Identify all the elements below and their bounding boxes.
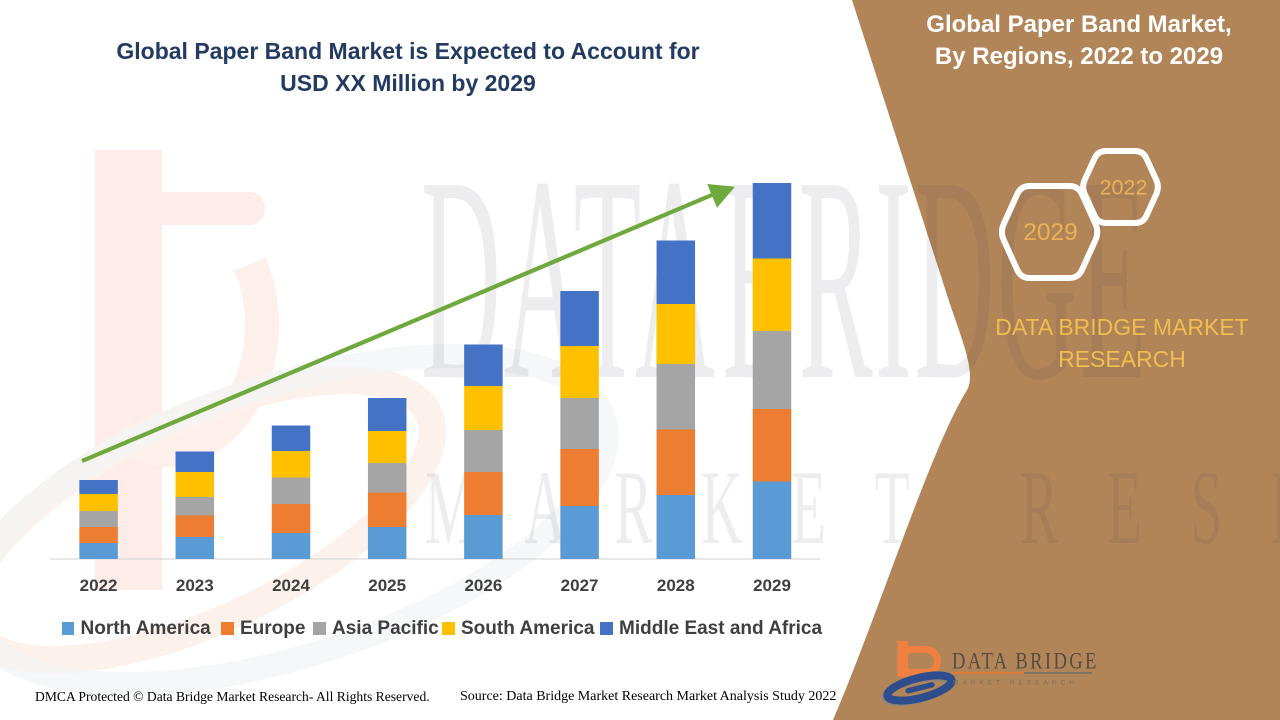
svg-text:MARKET RESEARCH: MARKET RESEARCH: [953, 680, 1078, 687]
svg-text:DATA BRIDGE: DATA BRIDGE: [952, 647, 1099, 674]
